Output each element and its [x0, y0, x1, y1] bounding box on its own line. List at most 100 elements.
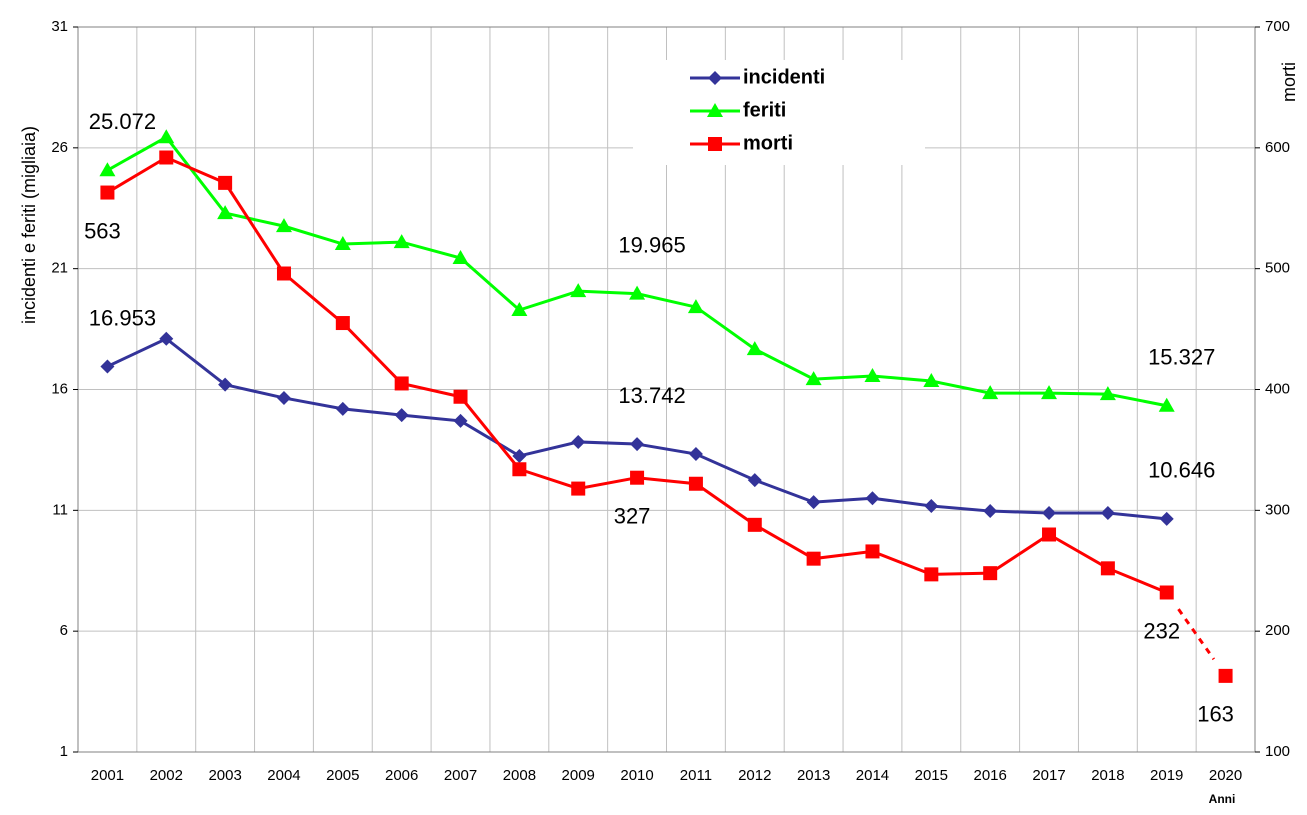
marker: [924, 498, 939, 513]
x-tick-label: 2003: [208, 767, 241, 784]
legend: incidenti feriti morti: [633, 60, 925, 165]
series-line: [106, 135, 1168, 408]
marker: [864, 367, 881, 382]
marker: [394, 408, 409, 423]
marker: [275, 218, 292, 233]
y2-tick-label: 700: [1265, 18, 1290, 35]
marker: [512, 462, 527, 477]
marker: [630, 437, 645, 452]
marker: [1042, 527, 1057, 542]
marker: [218, 175, 233, 190]
marker: [983, 566, 998, 581]
marker: [688, 476, 703, 491]
x-tick-label: 2006: [385, 767, 418, 784]
marker: [453, 413, 468, 428]
marker: [100, 359, 115, 374]
x-tick-label: 2020: [1209, 767, 1242, 784]
x-tick-label: 2014: [856, 767, 889, 784]
marker: [806, 551, 821, 566]
x-tick-label: 2007: [444, 767, 477, 784]
marker: [630, 470, 645, 485]
marker: [334, 236, 351, 251]
marker: [1041, 385, 1058, 400]
marker: [746, 341, 763, 356]
marker: [865, 544, 880, 559]
x-tick-label: 2008: [503, 767, 536, 784]
marker: [805, 371, 822, 386]
marker: [394, 376, 409, 391]
x-tick-label: 2001: [91, 767, 124, 784]
data-label: 19.965: [618, 232, 685, 257]
data-label: 10.646: [1148, 458, 1215, 483]
data-label: 327: [614, 504, 651, 529]
x-tick-label: 2013: [797, 767, 830, 784]
marker: [276, 390, 291, 405]
marker: [687, 299, 704, 314]
y-tick-label: 21: [51, 260, 68, 277]
x-tick-label: 2009: [562, 767, 595, 784]
marker: [100, 185, 115, 200]
marker: [1100, 561, 1115, 576]
x-tick-label: 2017: [1032, 767, 1065, 784]
marker: [982, 385, 999, 400]
marker: [747, 473, 762, 488]
marker: [983, 504, 998, 519]
marker: [1159, 511, 1174, 526]
data-label: 16.953: [89, 305, 156, 330]
x-tick-label: 2018: [1091, 767, 1124, 784]
marker: [511, 301, 528, 316]
marker: [217, 205, 234, 220]
y2-tick-label: 600: [1265, 139, 1290, 156]
marker: [512, 448, 527, 463]
series-line: [106, 336, 1167, 521]
legend-label: incidenti: [743, 66, 825, 88]
y2-tick-label: 500: [1265, 260, 1290, 277]
y-tick-label: 1: [60, 743, 68, 760]
x-tick-label: 2010: [620, 767, 653, 784]
data-label: 163: [1197, 702, 1234, 727]
marker: [688, 447, 703, 462]
marker: [747, 517, 762, 532]
marker: [1158, 397, 1175, 412]
x-axis-label: Anni: [1209, 792, 1236, 806]
marker: [1042, 505, 1057, 520]
marker: [452, 250, 469, 265]
x-tick-label: 2019: [1150, 767, 1183, 784]
y2-tick-label: 400: [1265, 380, 1290, 397]
y-tick-label: 6: [60, 622, 68, 639]
marker: [708, 71, 722, 85]
y-tick-label: 16: [51, 380, 68, 397]
series-line-dashed: [1177, 608, 1216, 661]
y-tick-label: 31: [51, 18, 68, 35]
legend-label: morti: [743, 132, 793, 154]
marker: [865, 491, 880, 506]
marker: [708, 137, 722, 151]
legend-label: feriti: [743, 99, 786, 121]
data-label: 13.742: [618, 383, 685, 408]
marker: [629, 285, 646, 300]
marker: [707, 103, 723, 117]
marker: [571, 434, 586, 449]
marker: [158, 129, 175, 144]
marker: [1099, 386, 1116, 401]
y-axis-label: incidenti e feriti (migliaia): [19, 126, 39, 324]
y2-tick-label: 200: [1265, 622, 1290, 639]
marker: [923, 373, 940, 388]
y-tick-label: 11: [52, 501, 68, 518]
data-label: 15.327: [1148, 345, 1215, 370]
marker: [1218, 668, 1233, 683]
marker: [571, 481, 586, 496]
data-label: 563: [84, 218, 121, 243]
x-tick-label: 2005: [326, 767, 359, 784]
marker: [159, 331, 174, 346]
marker: [453, 389, 468, 404]
marker: [1159, 585, 1174, 600]
marker: [99, 162, 116, 177]
x-tick-label: 2016: [973, 767, 1006, 784]
marker: [335, 401, 350, 416]
x-tick-label: 2002: [150, 767, 183, 784]
x-tick-label: 2015: [915, 767, 948, 784]
marker: [335, 316, 350, 331]
legend-box: [633, 60, 925, 165]
